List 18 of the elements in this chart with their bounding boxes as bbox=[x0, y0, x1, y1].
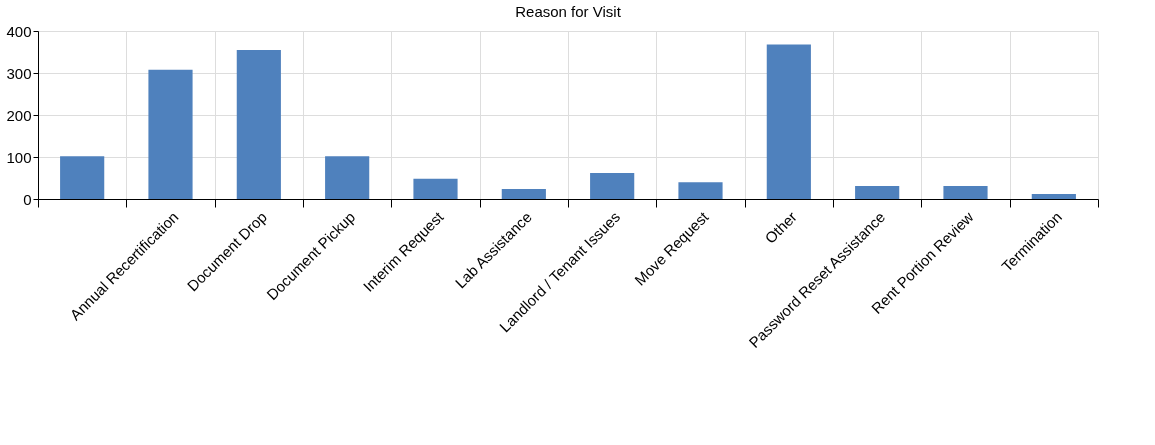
bar bbox=[413, 178, 458, 199]
y-tick-label: 100 bbox=[6, 148, 32, 166]
y-tick-label: 200 bbox=[6, 106, 32, 124]
bar bbox=[60, 156, 105, 199]
bar bbox=[766, 44, 811, 199]
bar bbox=[855, 185, 900, 199]
bar bbox=[1031, 193, 1076, 199]
y-tick-label: 0 bbox=[23, 190, 32, 208]
bar bbox=[678, 182, 723, 199]
chart-title: Reason for Visit bbox=[515, 3, 622, 20]
bar bbox=[501, 188, 546, 199]
bar bbox=[590, 172, 635, 199]
bar bbox=[236, 49, 281, 199]
y-tick-label: 400 bbox=[6, 22, 32, 40]
y-tick-label: 300 bbox=[6, 64, 32, 82]
bar bbox=[325, 156, 370, 199]
bar bbox=[148, 69, 193, 199]
bar bbox=[943, 185, 988, 199]
